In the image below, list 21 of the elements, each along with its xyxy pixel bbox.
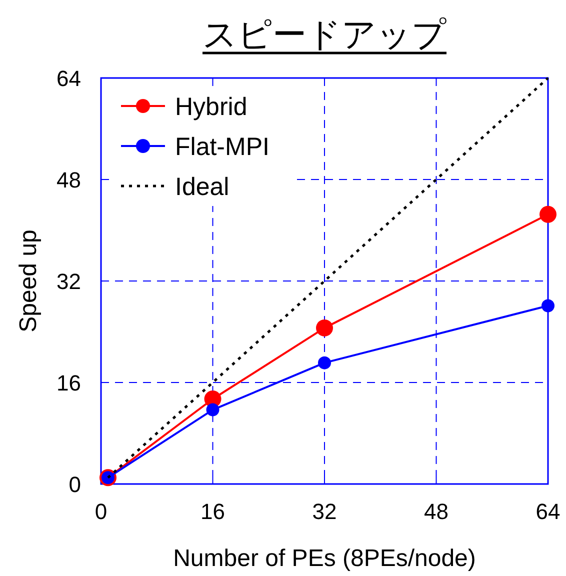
legend-label: Flat-MPI bbox=[175, 133, 270, 161]
point bbox=[206, 403, 220, 416]
x-tick-label: 32 bbox=[312, 499, 337, 524]
point bbox=[316, 319, 333, 336]
x-tick-label: 0 bbox=[94, 499, 108, 524]
x-axis-title: Number of PEs (8PEs/node) bbox=[173, 545, 476, 572]
y-tick-label: 32 bbox=[56, 269, 81, 294]
y-tick-label: 0 bbox=[68, 472, 81, 497]
x-tick-label: 16 bbox=[200, 499, 225, 524]
legend-label: Ideal bbox=[175, 173, 230, 201]
legend-label: Hybrid bbox=[175, 93, 248, 121]
chart-title: スピードアップ bbox=[202, 15, 446, 55]
point bbox=[542, 299, 554, 312]
y-tick-label: 48 bbox=[56, 168, 81, 192]
point bbox=[540, 206, 556, 223]
y-axis-title: Speed up bbox=[15, 230, 42, 332]
point bbox=[318, 356, 331, 370]
y-tick-label: 64 bbox=[56, 66, 81, 91]
x-tick-label: 64 bbox=[536, 499, 560, 524]
y-tick-label: 16 bbox=[56, 370, 81, 396]
x-tick-label: 48 bbox=[424, 499, 448, 524]
